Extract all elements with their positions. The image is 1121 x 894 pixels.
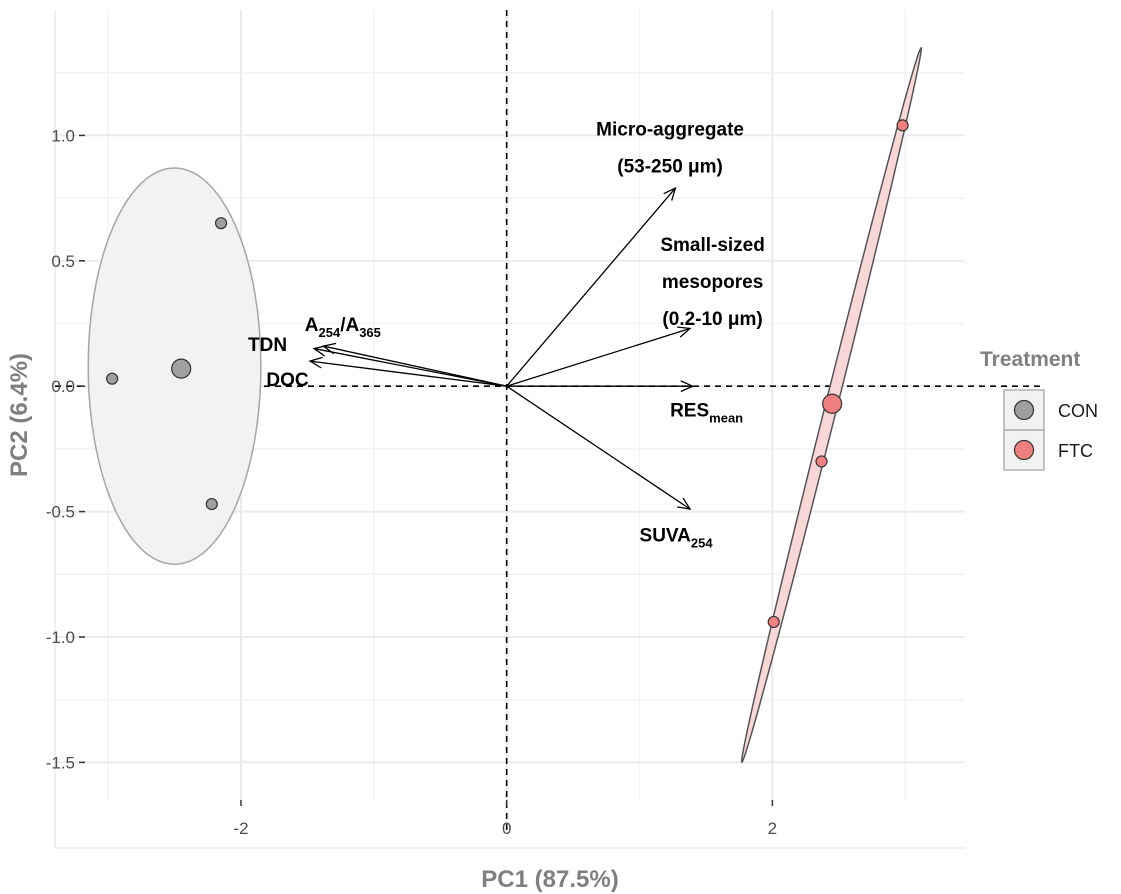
vector-head-suva254	[677, 497, 692, 510]
loading-vector-labels: Micro-aggregate (53-250 μm) Small-sized mes…	[248, 119, 765, 550]
vector-label-small-mesopores: Small-sized	[660, 235, 765, 256]
legend-title: Treatment	[980, 348, 1080, 371]
vector-label-doc: DOC	[266, 370, 309, 391]
vector-head-res-mean	[680, 380, 695, 393]
legend-swatch-ftc	[1013, 439, 1035, 461]
point-con	[205, 497, 218, 511]
vector-suva254	[506, 385, 691, 510]
point-con	[106, 372, 119, 385]
legend-swatch-con	[1013, 399, 1035, 421]
vector-head-tdn	[312, 345, 327, 357]
legend: Treatment CON FTC	[980, 348, 1098, 471]
axis-ticks: -2 0 2 -1.5 -1.0 -0.5 0.0 0.5 1.0	[46, 126, 777, 838]
point-ftc	[767, 615, 780, 629]
vector-label-suva254: SUVA254	[640, 526, 714, 551]
legend-label-con: CON	[1058, 401, 1098, 421]
vector-label-small-mesopores: (0.2-10 μm)	[662, 309, 762, 330]
point-ftc	[815, 455, 828, 468]
x-tick-label: 2	[768, 819, 777, 838]
point-con	[214, 217, 228, 230]
vector-doc	[309, 360, 507, 387]
vector-label-small-mesopores: mesopores	[662, 272, 763, 293]
vector-head-small-mesopores	[677, 326, 692, 338]
point-ftc	[896, 119, 909, 132]
loading-vectors	[308, 186, 695, 510]
vector-label-a254-a365: A254/A365	[305, 315, 381, 340]
score-points	[106, 119, 909, 629]
vector-a254-a365	[323, 345, 507, 387]
centroid-ftc	[822, 393, 843, 414]
vector-label-tdn: TDN	[248, 335, 287, 356]
vector-tdn	[313, 347, 507, 387]
y-tick-label: -0.5	[46, 503, 75, 522]
centroid-con	[171, 358, 192, 379]
y-tick-label: -1.5	[46, 753, 75, 772]
x-tick-label: -2	[233, 819, 248, 838]
x-axis-title: PC1 (87.5%)	[481, 866, 618, 893]
x-tick-label: 0	[502, 819, 511, 838]
y-tick-label: 0.5	[51, 252, 75, 271]
vector-micro-aggregate	[506, 187, 676, 387]
vector-head-doc	[308, 356, 323, 369]
y-axis-title: PC2 (6.4%)	[6, 353, 33, 477]
y-tick-label: 1.0	[51, 126, 75, 145]
vector-label-res-mean: RESmean	[670, 400, 743, 425]
legend-label-ftc: FTC	[1058, 441, 1093, 461]
y-tick-label: -1.0	[46, 628, 75, 647]
y-tick-label: 0.0	[51, 377, 75, 396]
vector-small-mesopores	[506, 327, 691, 387]
vector-head-micro-aggregate	[663, 186, 677, 201]
vector-label-micro-aggregate: Micro-aggregate	[596, 119, 744, 140]
vector-label-micro-aggregate: (53-250 μm)	[617, 156, 723, 177]
